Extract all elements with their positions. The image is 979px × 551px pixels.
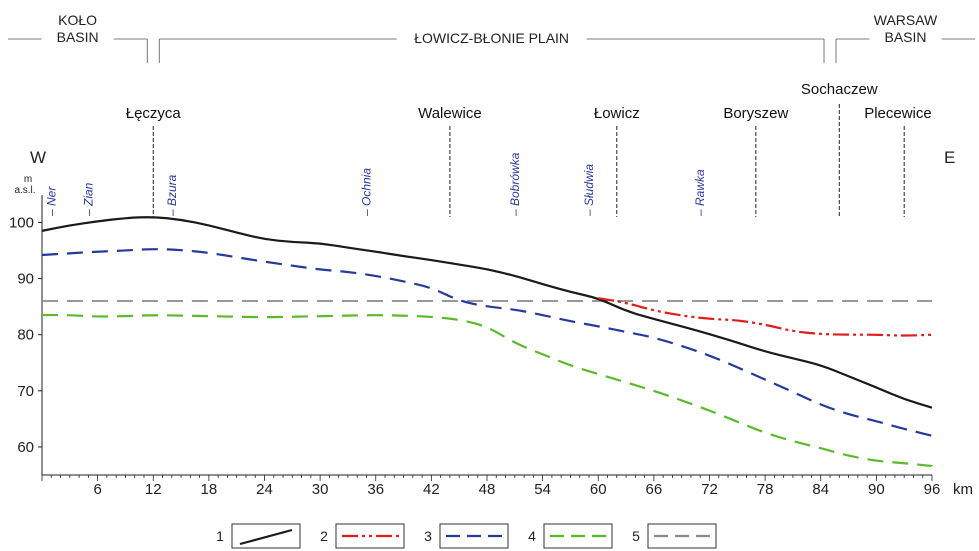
town-label: Łęczyca	[126, 105, 182, 122]
river-label: – Ochnia	[359, 168, 373, 217]
river-label: – Ner	[44, 186, 58, 217]
y-tick-label: 80	[17, 327, 34, 344]
y-unit-top: m	[24, 174, 32, 185]
x-tick-label: 78	[757, 481, 774, 498]
legend-number: 1	[216, 528, 224, 544]
legend-number: 5	[632, 528, 640, 544]
river-label: – Zian	[81, 182, 95, 217]
town-label: Walewice	[418, 105, 482, 122]
legend-box	[335, 523, 405, 549]
x-tick-label: 42	[423, 481, 440, 498]
x-tick-label: 30	[312, 481, 329, 498]
series-line-2	[598, 297, 933, 337]
x-unit-label: km	[953, 481, 973, 498]
x-tick-label: 72	[701, 481, 718, 498]
series-line-1	[41, 216, 933, 409]
river-label: – Bobrówka	[508, 152, 522, 217]
river-label: – Bzura	[165, 174, 179, 217]
series-line-3	[41, 248, 933, 437]
x-tick-label: 90	[868, 481, 885, 498]
region-label: ŁOWICZ-BŁONIE PLAIN	[414, 30, 569, 46]
town-label: Boryszew	[723, 105, 788, 122]
x-tick-label: 84	[812, 481, 829, 498]
y-tick-label: 60	[17, 439, 34, 456]
region-label-line2: BASIN	[57, 29, 99, 45]
town-label: Sochaczew	[801, 81, 878, 98]
legend-number: 2	[320, 528, 328, 544]
x-tick-label: 66	[646, 481, 663, 498]
x-tick-label: 54	[534, 481, 551, 498]
x-tick-label: 24	[256, 481, 273, 498]
town-label: Łowicz	[594, 105, 640, 122]
x-tick-label: 60	[590, 481, 607, 498]
east-label: E	[944, 148, 955, 167]
river-labels: – Ner – Zian – Bzura – Ochnia – Bobrówka – Sł…	[44, 152, 707, 217]
x-tick-label: 96	[924, 481, 941, 498]
legend-number: 4	[528, 528, 536, 544]
legend-number: 3	[424, 528, 432, 544]
y-tick-label: 90	[17, 271, 34, 288]
river-label: – Rawka	[693, 169, 707, 217]
river-label: – Słudwia	[582, 164, 596, 217]
legend: 1 2 3 4 5	[216, 523, 717, 549]
x-tick-label: 6	[93, 481, 101, 498]
region-label: WARSAW	[874, 12, 938, 28]
town-markers: Łęczyca Walewice Łowicz Boryszew Sochaczew Pl…	[126, 81, 932, 217]
x-tick-label: 36	[367, 481, 384, 498]
x-tick-label: 48	[479, 481, 496, 498]
x-tick-label: 12	[145, 481, 162, 498]
y-unit-bottom: a.s.l.	[14, 185, 35, 196]
y-tick-label: 70	[17, 383, 34, 400]
town-label: Plecewice	[864, 105, 932, 122]
legend-swatch	[239, 528, 293, 546]
region-label-line2: BASIN	[885, 29, 927, 45]
y-tick-label: 100	[9, 214, 34, 231]
region-label: KOŁO	[58, 12, 97, 28]
x-tick-label: 18	[201, 481, 218, 498]
series-lines	[41, 216, 933, 468]
axes: 60 70 80 90 100 6 12 18 24 30 36 42 48 54 60 66 72 78 84 90…	[9, 195, 940, 498]
west-label: W	[30, 148, 46, 167]
series-line-4	[42, 313, 933, 468]
